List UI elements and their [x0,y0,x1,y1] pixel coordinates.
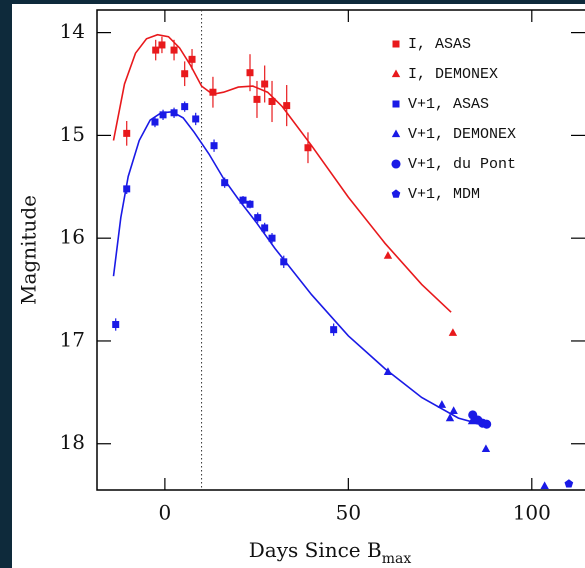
marker [151,118,159,126]
marker [564,479,574,488]
marker [246,200,254,208]
y-tick-label: 15 [60,122,85,146]
marker [209,88,217,96]
legend-label: I, DEMONEX [408,66,498,83]
y-tick-label: 14 [60,19,85,43]
legend-marker [391,69,401,78]
marker [437,400,447,408]
legend-label: V+1, DEMONEX [408,126,516,143]
marker [253,95,261,103]
axis-frame [96,9,585,491]
marker [445,413,455,422]
marker [449,406,458,415]
marker [239,196,247,204]
legend-marker [391,129,401,138]
legend-marker [391,189,401,198]
marker [246,69,254,77]
plot-background [12,4,585,568]
marker [123,185,131,193]
x-axis-label: Days Since Bmax [249,538,412,568]
legend-label: V+1, du Pont [408,156,516,173]
marker [383,251,393,259]
marker [123,129,131,137]
marker [159,111,167,119]
legend-label: V+1, ASAS [408,96,489,113]
x-axis-label-main: Days Since B [249,538,382,562]
x-tick-label: 0 [159,501,172,525]
marker [170,46,178,54]
marker [152,46,160,54]
marker [192,115,200,123]
legend-label: I, ASAS [408,36,471,53]
marker [268,234,276,242]
marker [170,109,178,117]
marker [330,326,338,334]
legend-label: V+1, MDM [408,186,480,203]
marker [540,481,549,490]
marker [221,179,229,187]
marker [448,328,458,336]
marker [210,142,218,150]
marker [261,224,269,232]
marker [181,103,189,111]
y-tick-label: 16 [60,225,85,249]
y-axis-label: Magnitude [17,195,41,305]
marker [112,321,120,329]
y-tick-label: 18 [60,430,85,454]
marker [188,55,196,63]
fit-curve [112,33,452,313]
marker [268,97,276,105]
x-tick-label: 50 [336,501,361,525]
marker [254,214,262,222]
x-tick-label: 100 [513,501,551,525]
marker [482,419,492,429]
y-tick-label: 17 [60,327,85,351]
legend-marker [392,100,400,108]
marker [383,367,393,375]
x-axis-label-sub: max [382,551,412,567]
marker [261,80,269,88]
marker [158,41,166,49]
marker [280,258,288,266]
marker [283,102,291,110]
marker [304,144,312,152]
fit-curve [112,110,485,426]
legend-marker [392,40,400,48]
marker [481,444,491,453]
legend-marker [391,159,401,169]
marker [181,70,189,78]
